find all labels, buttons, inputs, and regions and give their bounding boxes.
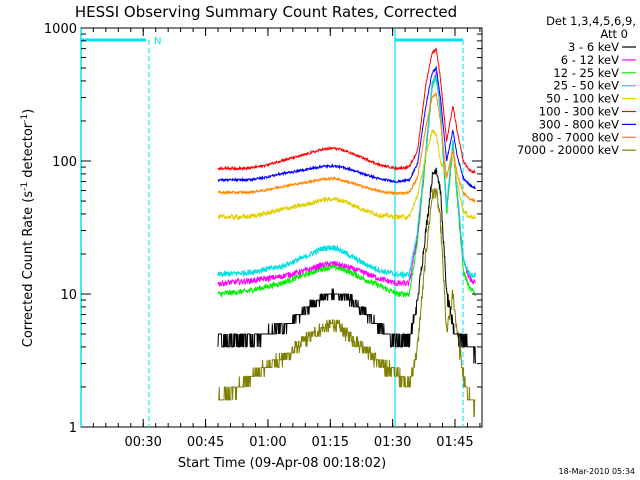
axes-layer: 1000 100 10 1 00:30 00:45 01:00 01:15 01:30 01:45 (44, 22, 482, 450)
footer-date: 18-Mar-2010 05:34 (559, 467, 636, 476)
legend-label: 100 - 300 keV (539, 105, 619, 119)
plot-frame (80, 27, 483, 428)
y-tick-label: 100 (52, 155, 77, 170)
legend-label: 800 - 7000 keV (531, 130, 619, 144)
series-line (217, 92, 476, 204)
legend-header-line2: Att 0 (600, 27, 628, 41)
x-tick-label: 01:15 (312, 435, 349, 450)
legend-label: 3 - 6 keV (568, 40, 619, 54)
series-layer (217, 46, 476, 417)
series-line (217, 129, 476, 221)
series-line (217, 167, 476, 364)
y-tick-label: 1 (69, 421, 77, 436)
x-tick-label: 01:45 (436, 435, 473, 450)
flag-night-label: N (154, 36, 161, 47)
series-line (217, 74, 476, 299)
x-tick-label: 00:30 (124, 435, 161, 450)
series-line (217, 46, 476, 174)
y-axis-label-main: Corrected Count Rate (s (21, 191, 36, 348)
y-axis-label-sup1: -1 (20, 182, 30, 191)
y-axis-label-end: ) (21, 109, 36, 114)
x-tick-label: 01:00 (249, 435, 286, 450)
chart-title: HESSI Observing Summary Count Rates, Cor… (75, 3, 457, 21)
flags-layer: N (80, 28, 464, 427)
legend-label: 300 - 800 keV (539, 117, 619, 131)
y-tick-label: 10 (60, 288, 77, 303)
plot-area (80, 27, 483, 428)
x-axis-label: Start Time (09-Apr-08 00:18:02) (178, 456, 386, 471)
y-axis-label-mid: detector (21, 122, 36, 182)
legend-label: 25 - 50 keV (553, 79, 619, 93)
series-line (218, 188, 476, 417)
x-tick-label: 01:30 (374, 435, 411, 450)
series-line (217, 65, 476, 190)
legend-label: 6 - 12 keV (561, 53, 619, 67)
series-line (217, 74, 476, 279)
legend-label: 7000 - 20000 keV (517, 143, 619, 157)
legend-header-line1: Det 1,3,4,5,6,9, (546, 14, 636, 28)
y-axis-label-sup2: -1 (20, 114, 30, 123)
legend-label: 12 - 25 keV (553, 66, 619, 80)
y-axis-label: Corrected Count Rate (s-1 detector-1) (20, 109, 36, 347)
y-tick-label: 1000 (44, 22, 77, 37)
legend-label: 50 - 100 keV (546, 92, 619, 106)
x-tick-label: 00:45 (187, 435, 224, 450)
